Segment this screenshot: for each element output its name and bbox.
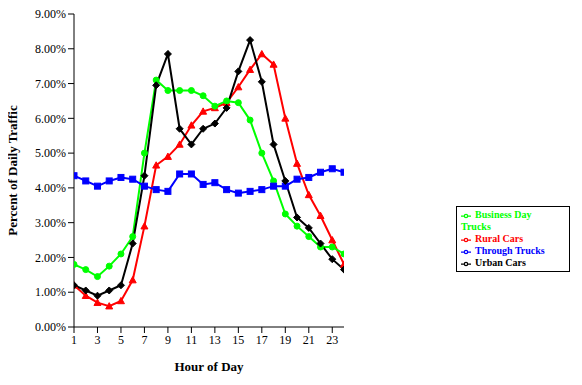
svg-text:21: 21: [303, 333, 315, 347]
svg-text:9: 9: [165, 333, 171, 347]
svg-text:23: 23: [326, 333, 338, 347]
svg-text:19: 19: [279, 333, 291, 347]
svg-text:1.00%: 1.00%: [35, 285, 66, 299]
svg-text:7.00%: 7.00%: [35, 77, 66, 91]
svg-text:Percent of Daily Traffic: Percent of Daily Traffic: [8, 105, 20, 236]
svg-text:5: 5: [118, 333, 124, 347]
svg-text:0.00%: 0.00%: [35, 320, 66, 334]
svg-text:6.00%: 6.00%: [35, 112, 66, 126]
svg-text:15: 15: [232, 333, 244, 347]
svg-text:13: 13: [209, 333, 221, 347]
svg-text:9.00%: 9.00%: [35, 8, 66, 21]
svg-text:8.00%: 8.00%: [35, 42, 66, 56]
svg-text:3: 3: [94, 333, 100, 347]
svg-text:7: 7: [141, 333, 147, 347]
svg-text:11: 11: [186, 333, 198, 347]
svg-text:4.00%: 4.00%: [35, 181, 66, 195]
svg-text:Hour of Day: Hour of Day: [174, 359, 244, 374]
html-text:Urban Cars: Urban Cars: [475, 257, 526, 268]
html-text:Rural Cars: Rural Cars: [475, 233, 524, 244]
svg-text:1: 1: [71, 333, 77, 347]
svg-text:5.00%: 5.00%: [35, 146, 66, 160]
html-text:Business Day Trucks: Business Day Trucks: [461, 209, 532, 232]
svg-text:17: 17: [256, 333, 268, 347]
svg-text:2.00%: 2.00%: [35, 251, 66, 265]
svg-text:3.00%: 3.00%: [35, 216, 66, 230]
html-text:Through Trucks: Through Trucks: [475, 245, 545, 256]
